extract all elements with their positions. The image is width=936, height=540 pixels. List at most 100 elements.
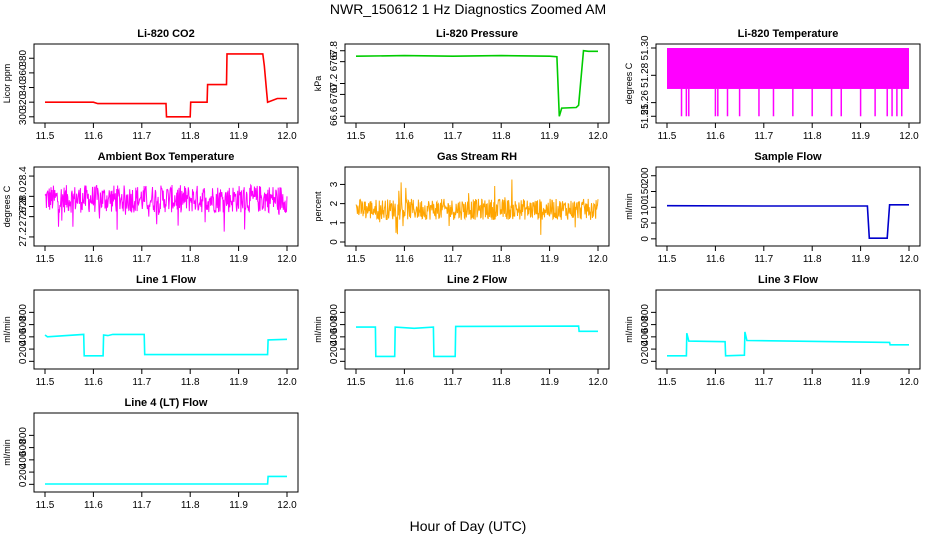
y-tick-label: 400 [329, 328, 340, 345]
x-tick-label: 11.5 [658, 131, 677, 142]
x-tick-label: 11.6 [706, 254, 725, 265]
plot-frame [344, 166, 610, 247]
y-tick-label: 0 [329, 358, 340, 364]
x-tick-label: 11.8 [492, 131, 511, 142]
panel-title: Ambient Box Temperature [98, 151, 235, 163]
y-tick-label: 150 [640, 183, 651, 200]
plot-frame [33, 289, 299, 370]
y-tick-label: 340 [18, 79, 29, 96]
y-tick-label: 200 [18, 463, 29, 480]
x-axis-caption: Hour of Day (UTC) [409, 518, 527, 534]
x-tick-label: 11.7 [754, 131, 773, 142]
panel-title: Line 1 Flow [136, 274, 196, 286]
x-tick-label: 11.6 [395, 254, 414, 265]
x-tick-label: 11.5 [658, 254, 677, 265]
series-group [44, 183, 288, 232]
plot-frame [33, 43, 299, 124]
y-tick-label: 28.0 [18, 186, 29, 206]
y-tick-label: 3 [329, 181, 340, 187]
y-tick-label: 100 [640, 199, 651, 216]
x-tick-label: 11.9 [229, 131, 248, 142]
x-tick-label: 11.6 [395, 377, 414, 388]
x-tick-label: 12.0 [899, 131, 919, 142]
y-tick-label: 400 [18, 451, 29, 468]
x-tick-label: 11.9 [540, 254, 559, 265]
x-tick-label: 11.8 [803, 377, 822, 388]
x-tick-label: 11.8 [803, 131, 822, 142]
y-tick-label: 200 [640, 167, 651, 184]
y-tick-label: 1 [329, 220, 340, 226]
y-axis-label: ml/min [624, 316, 634, 343]
x-tick-label: 12.0 [588, 377, 608, 388]
y-tick-label: 600 [640, 316, 651, 333]
panel-10: Line 4 (LT) Flow ml/min 11.5 11.6 11.7 11.8 11… [2, 397, 299, 511]
x-tick-label: 11.8 [492, 377, 511, 388]
panel-title: Gas Stream RH [437, 151, 517, 163]
x-tick-label: 11.5 [36, 500, 55, 511]
plot-frame [33, 412, 299, 493]
x-tick-label: 12.0 [899, 254, 919, 265]
x-tick-label: 11.5 [36, 131, 55, 142]
y-tick-label: 800 [18, 427, 29, 444]
y-tick-label: 51.30 [640, 35, 651, 60]
data-line [666, 204, 909, 239]
y-tick-label: 800 [329, 304, 340, 321]
y-axis-label: degrees C [624, 62, 634, 104]
data-line [667, 331, 909, 357]
x-tick-label: 11.5 [36, 254, 55, 265]
y-tick-label: 0 [18, 358, 29, 364]
x-tick-label: 11.5 [36, 377, 55, 388]
y-tick-label: 200 [329, 340, 340, 357]
x-tick-label: 11.6 [84, 254, 103, 265]
panel-6: Sample Flow ml/min 11.5 11.6 11.7 11.8 11.9 12.… [624, 151, 921, 265]
x-tick-label: 11.7 [443, 131, 462, 142]
x-tick-label: 11.9 [229, 377, 248, 388]
x-tick-label: 11.6 [84, 377, 103, 388]
y-axis-label: percent [313, 191, 323, 222]
data-band [667, 48, 909, 89]
panel-1: Li-820 CO2 Licor ppm 11.5 11.6 11.7 11.8 11.9 1… [2, 28, 299, 142]
y-axis-label: ml/min [2, 316, 12, 343]
x-tick-label: 12.0 [277, 377, 297, 388]
x-tick-label: 11.7 [132, 377, 151, 388]
plot-frame [655, 289, 921, 370]
series-group [44, 333, 288, 357]
x-tick-label: 11.7 [132, 131, 151, 142]
x-tick-label: 11.7 [443, 254, 462, 265]
y-tick-label: 67.2 [329, 73, 340, 93]
y-tick-label: 67.6 [329, 51, 340, 71]
series-group [667, 48, 909, 117]
y-tick-label: 200 [640, 340, 651, 357]
x-tick-label: 11.6 [706, 131, 725, 142]
plot-frame [655, 43, 921, 124]
x-tick-label: 11.9 [851, 131, 870, 142]
data-line [355, 49, 598, 117]
y-tick-label: 200 [18, 340, 29, 357]
y-axis-label: ml/min [313, 316, 323, 343]
x-tick-label: 12.0 [277, 500, 297, 511]
x-tick-label: 11.6 [395, 131, 414, 142]
y-tick-label: 50 [640, 217, 651, 229]
y-tick-label: 0 [18, 481, 29, 487]
y-tick-label: 400 [640, 328, 651, 345]
y-tick-label: 600 [18, 439, 29, 456]
panel-title: Line 3 Flow [758, 274, 818, 286]
x-tick-label: 11.5 [347, 377, 366, 388]
x-tick-label: 11.7 [754, 254, 773, 265]
plot-frame [655, 166, 921, 247]
data-line [355, 179, 599, 235]
series-group [45, 475, 287, 485]
y-axis-label: ml/min [624, 193, 634, 220]
x-tick-label: 11.8 [181, 500, 200, 511]
y-tick-label: 27.6 [18, 206, 29, 226]
page-title: NWR_150612 1 Hz Diagnostics Zoomed AM [329, 1, 607, 17]
series-group [667, 331, 909, 357]
x-tick-label: 11.8 [181, 131, 200, 142]
panel-5: Gas Stream RH percent 11.5 11.6 11.7 11.8 11.9… [313, 151, 610, 265]
y-tick-label: 2 [329, 200, 340, 206]
data-line [45, 53, 287, 118]
x-tick-label: 11.9 [540, 377, 559, 388]
panel-title: Li-820 Pressure [436, 28, 518, 40]
series-group [356, 325, 598, 358]
series-group [355, 49, 598, 117]
